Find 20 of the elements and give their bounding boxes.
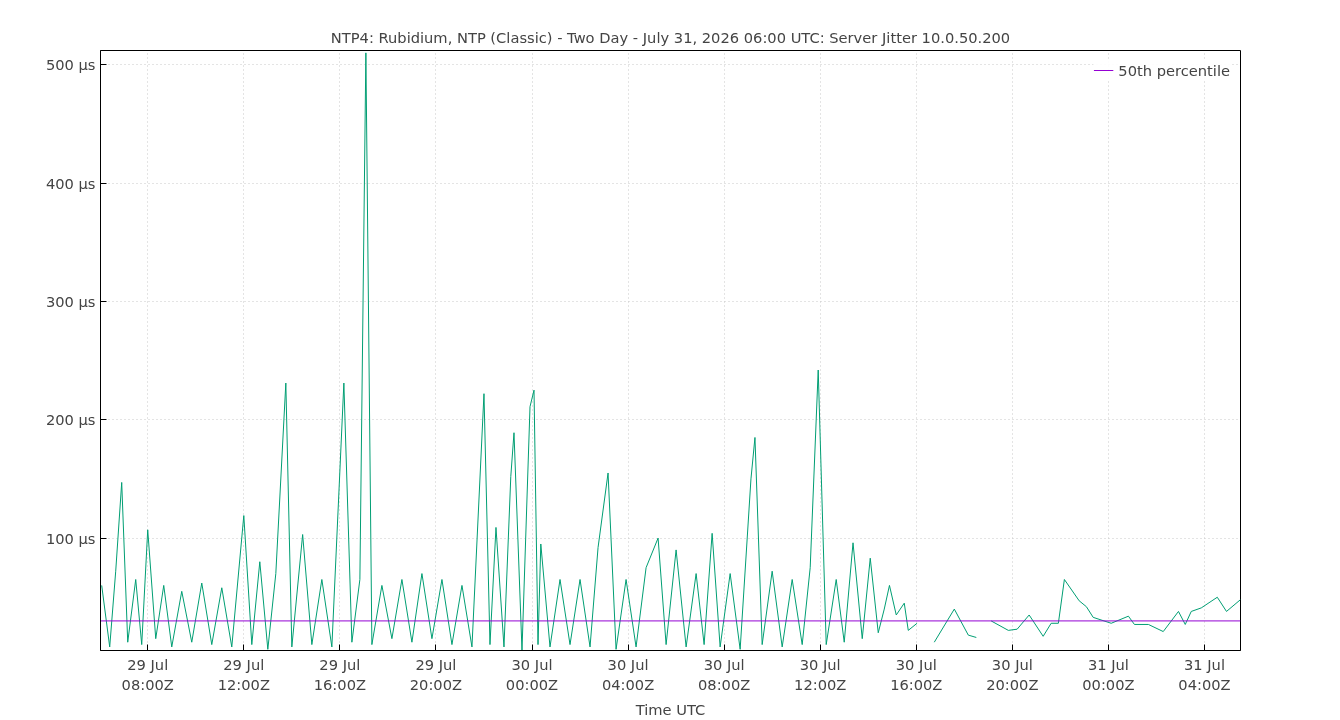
x-tick-label: 30 Jul 00:00Z	[505, 655, 559, 693]
x-tick-label: 29 Jul 12:00Z	[217, 655, 270, 693]
y-tick-label: 400 µs	[45, 174, 96, 192]
y-tick-label: 100 µs	[45, 529, 96, 547]
x-tick-label: 30 Jul 12:00Z	[794, 655, 847, 693]
legend-label: 50th percentile	[1118, 61, 1230, 79]
x-tick-label: 30 Jul 04:00Z	[601, 655, 655, 693]
x-tick-label: 29 Jul 16:00Z	[313, 655, 367, 693]
x-axis-title: Time UTC	[634, 700, 706, 718]
y-tick-label: 200 µs	[45, 411, 96, 429]
x-tick-label: 31 Jul 04:00Z	[1178, 655, 1231, 693]
chart-title: NTP4: Rubidium, NTP (Classic) - Two Day - July 31, 2026 06:00 UTC: Server Jitter 10.0.50.200	[330, 28, 1011, 46]
y-tick-label: 500 µs	[45, 56, 96, 74]
y-tick-label: 300 µs	[45, 292, 96, 310]
x-tick-label: 30 Jul 20:00Z	[986, 655, 1039, 693]
x-tick-label: 30 Jul 16:00Z	[890, 655, 943, 693]
x-tick-label: 29 Jul 08:00Z	[121, 655, 174, 693]
x-tick-label: 30 Jul 08:00Z	[698, 655, 751, 693]
x-tick-label: 31 Jul 00:00Z	[1082, 655, 1135, 693]
x-tick-label: 29 Jul 20:00Z	[409, 655, 463, 693]
